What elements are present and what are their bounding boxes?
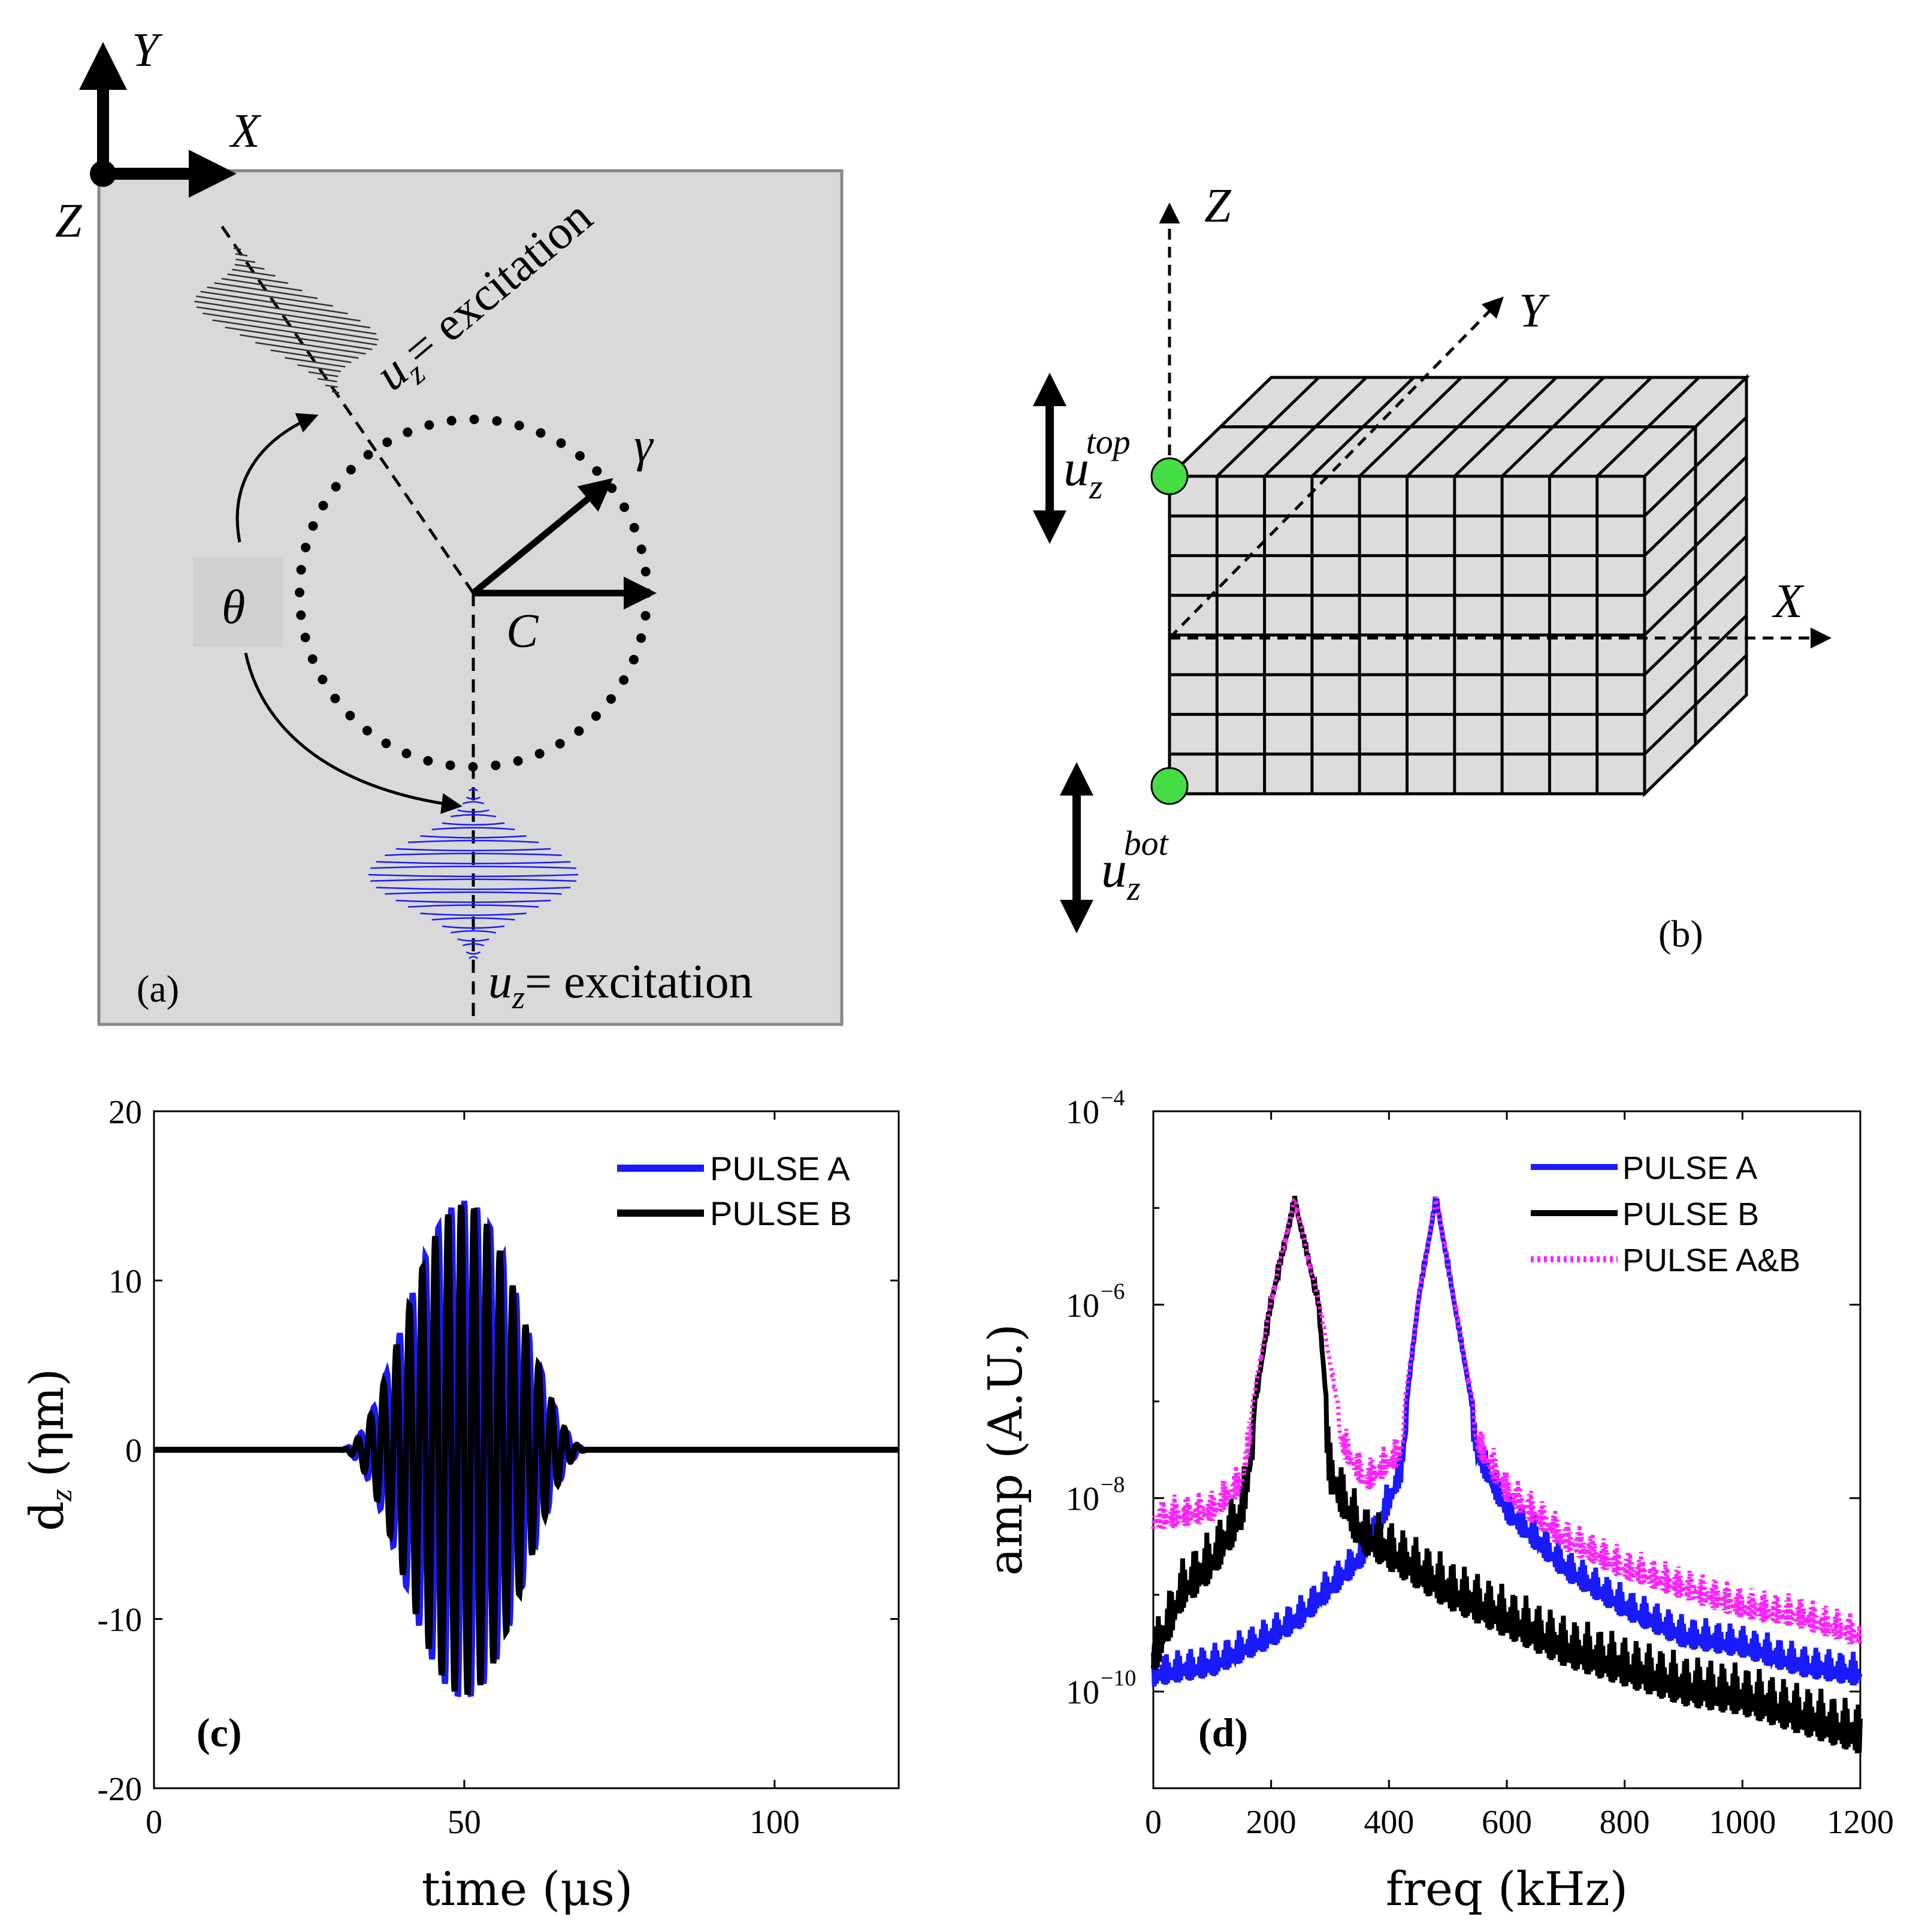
chart-d-xtick-label: 1000 (1709, 1804, 1776, 1841)
top-displacement-label: uz top (1063, 422, 1131, 506)
theta-label: θ (222, 581, 245, 634)
panel-b-y-label: Y (1519, 285, 1550, 337)
chart-d-ytick-exponent: −8 (1101, 1473, 1125, 1498)
chart-d-ytick-exponent: −10 (1101, 1666, 1136, 1691)
chart-c-ylabel-main: d (20, 1501, 74, 1531)
chart-c-ytick-label: -20 (97, 1771, 142, 1808)
panel-a-x-label: X (229, 105, 262, 158)
chart-d-ytick-label: 10 (1066, 1674, 1099, 1712)
panel-d-tag: (d) (1198, 1710, 1248, 1755)
panel-b-y-axis (1168, 296, 1504, 639)
chart-d-xtick-label: 1200 (1827, 1804, 1894, 1841)
panel-a: Y X Z γ C θ uz= excitation uz= excitatio… (55, 24, 844, 1026)
top-node (1150, 457, 1189, 495)
chart-c-legend: PULSE A PULSE B (617, 1150, 852, 1232)
wave-packet-angled-lines (194, 247, 379, 394)
chart-c-ylabel: dz (ηm) (20, 1368, 78, 1531)
chart-d-xtick-label: 400 (1364, 1804, 1414, 1841)
cube-mesh (1165, 374, 1751, 797)
excitation-bottom-label: uz= excitation (488, 956, 753, 1015)
chart-d-ytick-exponent: −6 (1101, 1279, 1125, 1304)
bottom-node (1150, 767, 1189, 805)
chart-c-ytick-label: 10 (108, 1263, 142, 1301)
chart-d-ytick-label: 10 (1066, 1481, 1099, 1518)
legend-d-label-ab: PULSE A&B (1622, 1242, 1800, 1278)
excitation-line-angled (217, 220, 475, 594)
wave-packet-vertical-lines (368, 788, 579, 959)
wave-packet-vertical (368, 788, 579, 959)
panel-b: Z Y X uztop uzbot (b) (1033, 180, 1832, 955)
chart-c-ytick-label: 20 (108, 1094, 142, 1131)
top-sup: top (1086, 422, 1131, 461)
bot-var: u (1101, 840, 1127, 898)
legend-c-label-b: PULSE B (710, 1195, 852, 1232)
chart-d-series (1151, 1195, 1863, 1753)
chart-d-legend: PULSE A PULSE B PULSE A&B (1531, 1150, 1800, 1278)
series-d-pulse-ab (1151, 1195, 1863, 1647)
theta-arc-lower (244, 652, 463, 814)
chart-d-ytick-exponent: −4 (1101, 1086, 1125, 1111)
legend-d-label-b: PULSE B (1622, 1196, 1759, 1232)
wave-packet-angled (194, 247, 379, 394)
chart-d-xtick-label: 800 (1600, 1804, 1650, 1841)
chart-c-series (154, 1201, 899, 1698)
chart-d-xtick-label: 0 (1145, 1804, 1162, 1841)
theta-label-box (193, 557, 283, 647)
gamma-arrow (471, 478, 614, 596)
panel-b-tag: (b) (1658, 912, 1703, 955)
excitation-bottom-text: = excitation (525, 956, 753, 1008)
panel-b-x-label: X (1772, 575, 1805, 628)
chart-d-ylabel: amp (A.U.) (979, 1324, 1033, 1576)
panel-a-z-label: Z (55, 195, 83, 247)
top-sub: z (1089, 467, 1103, 506)
chart-c-xtick-label: 50 (448, 1804, 481, 1841)
bottom-displacement-label: uz bot (1101, 824, 1169, 908)
chart-d-ytick-label: 10 (1066, 1287, 1099, 1325)
bot-sup: bot (1124, 824, 1169, 863)
legend-d-label-a: PULSE A (1622, 1150, 1757, 1186)
series-d-pulse-a (1151, 1196, 1863, 1686)
chart-d-xtick-label: 200 (1246, 1804, 1297, 1841)
chart-c-xtick-label: 0 (146, 1804, 162, 1841)
legend-c-label-a: PULSE A (710, 1150, 850, 1187)
bot-sub: z (1126, 869, 1141, 908)
c-label: C (506, 605, 539, 658)
chart-d-xtick-label: 600 (1482, 1804, 1532, 1841)
chart-c-xlabel: time (μs) (422, 1863, 633, 1916)
excitation-bottom-var: u (488, 956, 512, 1008)
top-var: u (1063, 439, 1089, 497)
panel-a-z-axis-dot (90, 161, 116, 187)
excitation-bottom-sub: z (512, 979, 525, 1015)
chart-c-ylabel-sub: z (44, 1489, 78, 1502)
panel-a-tag: (a) (137, 967, 179, 1010)
series-c-pulse-b (154, 1204, 899, 1695)
chart-c-ytick-label: -10 (97, 1602, 142, 1639)
panel-c-tag: (c) (197, 1710, 241, 1755)
panel-a-y-label: Y (132, 24, 163, 77)
theta-arc-upper (235, 413, 319, 543)
chart-c-ylabel-unit: (ηm) (20, 1368, 74, 1477)
chart-c-xtick-label: 100 (750, 1804, 800, 1841)
gamma-label: γ (634, 419, 654, 472)
chart-d-ytick-label: 10 (1066, 1094, 1099, 1131)
panel-b-z-label: Z (1204, 180, 1232, 232)
chart-d-xlabel: freq (kHz) (1386, 1863, 1628, 1916)
chart-c-ytick-label: 0 (125, 1432, 142, 1470)
